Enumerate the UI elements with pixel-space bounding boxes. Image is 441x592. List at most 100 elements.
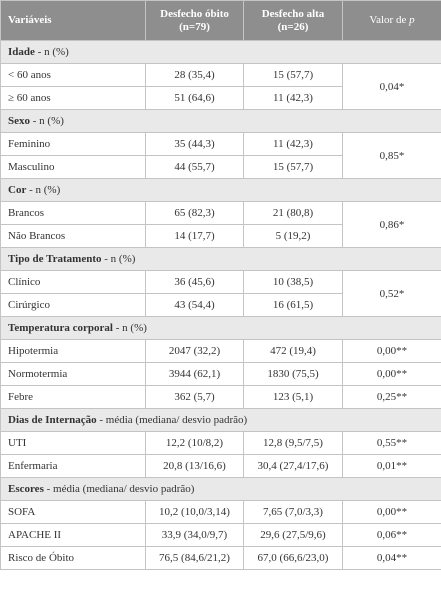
cell: 0,85* bbox=[342, 132, 441, 179]
death-value: 43 (54,4) bbox=[174, 299, 215, 311]
discharge-value: 1830 (75,5) bbox=[267, 368, 319, 380]
header-cell: Desfecho óbito (n=79) bbox=[145, 0, 244, 41]
death-value: 76,5 (84,6/21,2) bbox=[159, 552, 230, 564]
section-title: Idade bbox=[8, 46, 35, 58]
header-text: Desfecho alta bbox=[261, 7, 325, 20]
discharge-value: 30,4 (27,4/17,6) bbox=[257, 460, 329, 472]
row-label: Masculino bbox=[8, 161, 55, 173]
cell: 362 (5,7) bbox=[145, 385, 244, 409]
row-label: Enfermaria bbox=[8, 460, 58, 472]
death-value: 3944 (62,1) bbox=[168, 368, 221, 380]
cell: 15 (57,7) bbox=[243, 155, 343, 179]
data-row: Hipotermia 2047 (32,2) 472 (19,4) 0,00** bbox=[0, 339, 441, 363]
cell: 35 (44,3) bbox=[145, 132, 244, 156]
cell: 30,4 (27,4/17,6) bbox=[243, 454, 343, 478]
section-cell: Dias de Internação - média (mediana/ des… bbox=[0, 408, 441, 432]
death-value: 36 (45,6) bbox=[174, 276, 215, 288]
cell: 28 (35,4) bbox=[145, 63, 244, 87]
cell: 15 (57,7) bbox=[243, 63, 343, 87]
cell: < 60 anos bbox=[0, 63, 146, 87]
cell: 0,04* bbox=[342, 63, 441, 110]
header-text: Variáveis bbox=[8, 14, 52, 26]
section-unit: - n (%) bbox=[37, 46, 69, 58]
section-row: Dias de Internação - média (mediana/ des… bbox=[0, 408, 441, 432]
header-text: Valor de bbox=[369, 14, 407, 26]
data-row: SOFA 10,2 (10,0/3,14) 7,65 (7,0/3,3) 0,00** bbox=[0, 500, 441, 524]
cell: 44 (55,7) bbox=[145, 155, 244, 179]
section-unit: - média (mediana/ desvio padrão) bbox=[46, 483, 195, 495]
cell: 12,8 (9,5/7,5) bbox=[243, 431, 343, 455]
p-value: 0,04** bbox=[376, 552, 408, 564]
cell: Clínico bbox=[0, 270, 146, 294]
data-row: Febre 362 (5,7) 123 (5,1) 0,25** bbox=[0, 385, 441, 409]
cell: APACHE II bbox=[0, 523, 146, 547]
data-row: Brancos 65 (82,3) 21 (80,8) 0,86* bbox=[0, 201, 441, 248]
cell: 0,86* bbox=[342, 201, 441, 248]
section-row: Idade - n (%) bbox=[0, 40, 441, 64]
section-cell: Temperatura corporal - n (%) bbox=[0, 316, 441, 340]
discharge-value: 10 (38,5) bbox=[272, 276, 314, 288]
cell: 0,01** bbox=[342, 454, 441, 478]
cell: 43 (54,4) bbox=[145, 293, 244, 317]
data-row: Cirúrgico 43 (54,4) 16 (61,5) bbox=[0, 293, 441, 317]
death-value: 20,8 (13/16,6) bbox=[163, 460, 226, 472]
p-value: 0,86* bbox=[379, 218, 405, 231]
section-row: Temperatura corporal - n (%) bbox=[0, 316, 441, 340]
p-value: 0,00** bbox=[376, 368, 408, 380]
cell: 67,0 (66,6/23,0) bbox=[243, 546, 343, 570]
cell: 11 (42,3) bbox=[243, 132, 343, 156]
table-body: Idade - n (%) < 60 anos 28 (35,4) 15 (57,7)… bbox=[0, 40, 441, 570]
cell: 51 (64,6) bbox=[145, 86, 244, 110]
section-cell: Idade - n (%) bbox=[0, 40, 441, 64]
cell: 3944 (62,1) bbox=[145, 362, 244, 386]
cell: SOFA bbox=[0, 500, 146, 524]
discharge-value: 15 (57,7) bbox=[272, 161, 314, 173]
header-text: p bbox=[409, 14, 415, 26]
p-value: 0,06** bbox=[376, 529, 408, 541]
cell: Febre bbox=[0, 385, 146, 409]
discharge-value: 123 (5,1) bbox=[272, 391, 314, 403]
cell: 5 (19,2) bbox=[243, 224, 343, 248]
cell: 0,25** bbox=[342, 385, 441, 409]
discharge-value: 472 (19,4) bbox=[270, 345, 316, 357]
discharge-value: 21 (80,8) bbox=[272, 207, 314, 219]
death-value: 51 (64,6) bbox=[174, 92, 215, 104]
row-label: Normotermia bbox=[8, 368, 68, 380]
cell: 1830 (75,5) bbox=[243, 362, 343, 386]
section-row: Escores - média (mediana/ desvio padrão) bbox=[0, 477, 441, 501]
p-value: 0,01** bbox=[376, 460, 408, 472]
death-value: 14 (17,7) bbox=[174, 230, 215, 242]
data-row: Risco de Óbito 76,5 (84,6/21,2) 67,0 (66,6… bbox=[0, 546, 441, 570]
cell: Não Brancos bbox=[0, 224, 146, 248]
p-value: 0,04* bbox=[379, 80, 405, 93]
section-row: Tipo de Tratamento - n (%) bbox=[0, 247, 441, 271]
cell: 11 (42,3) bbox=[243, 86, 343, 110]
data-row: < 60 anos 28 (35,4) 15 (57,7) 0,04* bbox=[0, 63, 441, 110]
row-label: APACHE II bbox=[8, 529, 62, 541]
row-label: UTI bbox=[8, 437, 27, 449]
section-title: Dias de Internação bbox=[8, 414, 97, 426]
cell: Normotermia bbox=[0, 362, 146, 386]
cell: 123 (5,1) bbox=[243, 385, 343, 409]
section-row: Cor - n (%) bbox=[0, 178, 441, 202]
data-row: Não Brancos 14 (17,7) 5 (19,2) bbox=[0, 224, 441, 248]
cell: Hipotermia bbox=[0, 339, 146, 363]
row-label: < 60 anos bbox=[8, 69, 51, 81]
section-cell: Cor - n (%) bbox=[0, 178, 441, 202]
cell: 21 (80,8) bbox=[243, 201, 343, 225]
death-value: 44 (55,7) bbox=[174, 161, 215, 173]
row-label: Clínico bbox=[8, 276, 41, 288]
death-value: 35 (44,3) bbox=[174, 138, 215, 150]
data-row: APACHE II 33,9 (34,0/9,7) 29,6 (27,5/9,6) 0… bbox=[0, 523, 441, 547]
cell: 14 (17,7) bbox=[145, 224, 244, 248]
death-value: 10,2 (10,0/3,14) bbox=[159, 506, 230, 518]
row-label: Feminino bbox=[8, 138, 51, 150]
p-value: 0,25** bbox=[376, 391, 408, 403]
cell: Feminino bbox=[0, 132, 146, 156]
death-value: 65 (82,3) bbox=[174, 207, 215, 219]
cell: 10 (38,5) bbox=[243, 270, 343, 294]
section-unit: - n (%) bbox=[29, 184, 61, 196]
cell: 20,8 (13/16,6) bbox=[145, 454, 244, 478]
death-value: 362 (5,7) bbox=[174, 391, 215, 403]
